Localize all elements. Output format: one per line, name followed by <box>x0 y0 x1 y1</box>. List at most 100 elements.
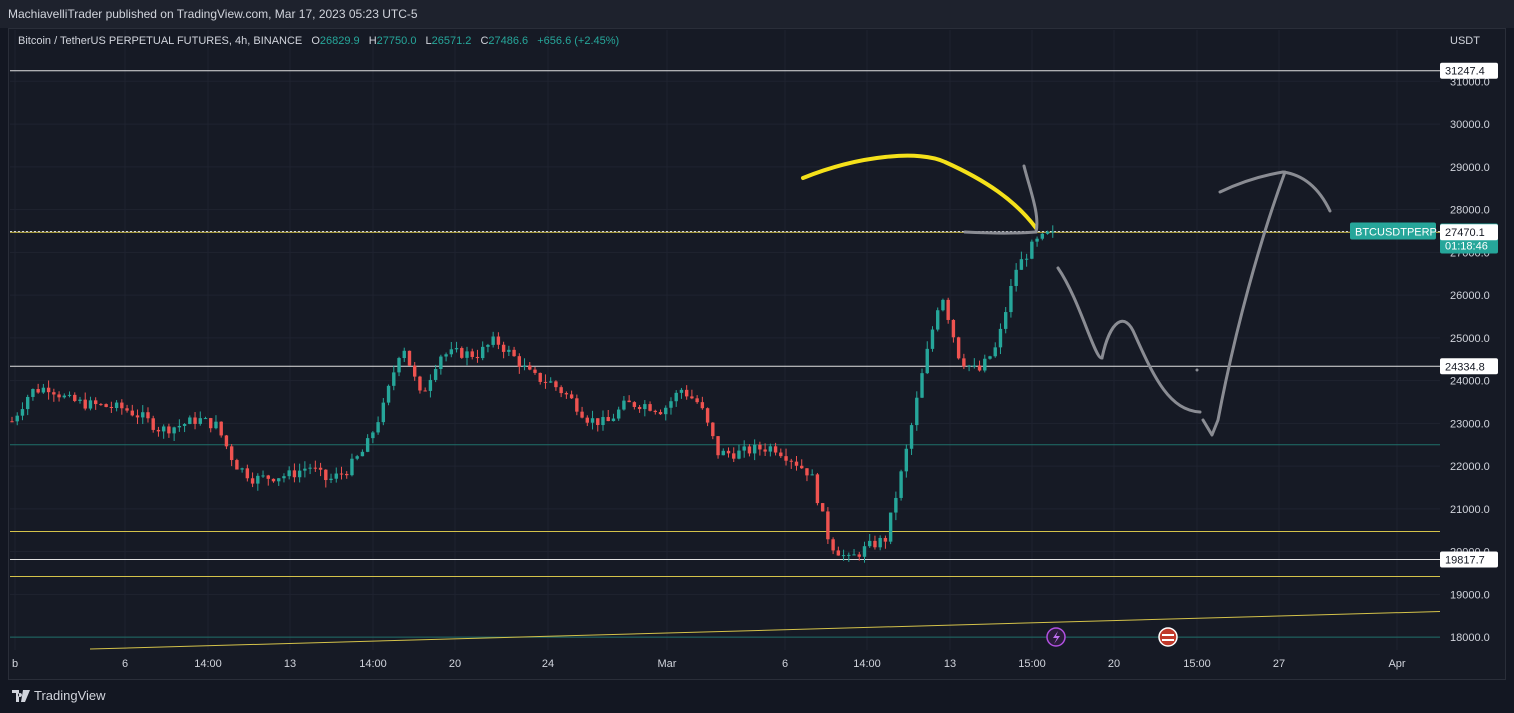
candle-body <box>1024 258 1029 260</box>
candle-body <box>486 344 490 347</box>
candle-body <box>1040 233 1045 239</box>
candle-body <box>496 336 501 345</box>
candle-body <box>684 389 689 397</box>
tradingview-logo[interactable]: TradingView <box>12 688 106 703</box>
y-tick-label: 23000.0 <box>1450 418 1490 430</box>
candle-body <box>67 394 72 396</box>
candle-body <box>936 310 940 330</box>
candle-body <box>988 356 992 359</box>
candle-body <box>245 468 250 479</box>
candle-body <box>334 473 338 479</box>
candle-body <box>329 478 333 481</box>
candle-body <box>962 358 966 367</box>
candle-body <box>831 539 835 551</box>
open-label: O <box>311 35 320 47</box>
candle-body <box>559 387 563 394</box>
axis-currency: USDT <box>1450 35 1480 47</box>
candle-body <box>256 475 260 484</box>
candle-body <box>658 412 663 415</box>
flag-stripe <box>1162 634 1174 636</box>
candle-body <box>1045 231 1050 234</box>
candle-body <box>967 365 971 367</box>
candle-body <box>481 346 485 359</box>
candle-body <box>616 409 621 419</box>
trendline[interactable] <box>89 611 1441 650</box>
x-tick-label: 6 <box>122 658 128 670</box>
tradingview-icon <box>12 689 30 702</box>
price-label: 24334.8 <box>1445 361 1485 373</box>
tradingview-brand: TradingView <box>34 688 106 703</box>
candle-body <box>653 410 657 413</box>
candle-body <box>690 396 694 399</box>
candle-body <box>548 381 553 383</box>
candle-body <box>815 474 820 504</box>
candle-body <box>460 348 464 358</box>
candle-body <box>219 421 223 436</box>
candle-body <box>784 456 788 461</box>
candle-body <box>386 385 391 403</box>
candle-body <box>878 537 882 548</box>
candle-body <box>585 417 589 423</box>
candle-body <box>392 372 396 386</box>
chart-frame <box>8 28 1506 680</box>
candle-body <box>271 478 276 482</box>
close-value: 27486.6 <box>488 35 529 47</box>
candle-body <box>501 344 506 352</box>
x-tick-label: 27 <box>1273 658 1285 670</box>
candle-body <box>632 402 637 407</box>
candle-body <box>941 299 945 311</box>
candle-body <box>894 497 898 513</box>
gray-path-down[interactable] <box>1056 266 1202 414</box>
x-tick-label: 13 <box>284 658 296 670</box>
candle-body <box>25 396 30 410</box>
candle-body <box>627 400 631 403</box>
x-tick-label: Apr <box>1388 658 1405 670</box>
candle-body <box>402 350 406 359</box>
y-tick-label: 26000.0 <box>1450 290 1490 302</box>
candle-body <box>972 365 977 367</box>
candle-body <box>763 449 767 452</box>
us-flag-event-icon[interactable] <box>1158 627 1178 647</box>
candle-body <box>726 450 731 454</box>
candle-body <box>930 329 935 349</box>
candle-body <box>554 381 558 388</box>
candle-body <box>1019 259 1024 270</box>
x-tick-label: 14:00 <box>194 658 222 670</box>
price-label-bg <box>1440 358 1498 375</box>
candle-body <box>203 418 208 420</box>
y-tick-label: 21000.0 <box>1450 504 1490 516</box>
candle-body <box>862 546 867 557</box>
candle-body <box>318 467 323 470</box>
gray-hook-drawing[interactable] <box>963 164 1039 235</box>
yellow-arc-drawing[interactable] <box>801 153 1038 230</box>
candle-body <box>820 503 825 512</box>
candle-body <box>177 425 182 428</box>
candle-body <box>287 470 291 477</box>
candle-body <box>224 435 229 447</box>
candle-body <box>324 469 328 481</box>
candle-body <box>381 402 386 423</box>
candle-body <box>721 450 725 456</box>
candle-body <box>428 379 433 391</box>
price-label-bg <box>1440 62 1498 79</box>
candle-body <box>15 415 19 422</box>
gray-arrow-up[interactable] <box>1201 170 1332 437</box>
candle-body <box>277 478 281 482</box>
candle-body <box>130 410 134 416</box>
candle-body <box>114 402 119 408</box>
candle-body <box>282 476 286 479</box>
candle-body <box>261 475 265 477</box>
candle-body <box>888 512 893 542</box>
candle-body <box>365 438 370 452</box>
symbol-tag: BTCUSDTPERP <box>1355 227 1437 239</box>
candle-body <box>99 404 103 406</box>
candle-body <box>93 400 98 405</box>
y-tick-label: 18000.0 <box>1450 632 1490 644</box>
symbol-name[interactable]: Bitcoin / TetherUS PERPETUAL FUTURES, 4h… <box>18 35 303 47</box>
price-label: 27470.1 <box>1445 227 1485 239</box>
x-tick-label: 20 <box>449 658 461 670</box>
candle-body <box>993 347 997 357</box>
candle-body <box>397 358 401 373</box>
candle-body <box>904 448 909 472</box>
